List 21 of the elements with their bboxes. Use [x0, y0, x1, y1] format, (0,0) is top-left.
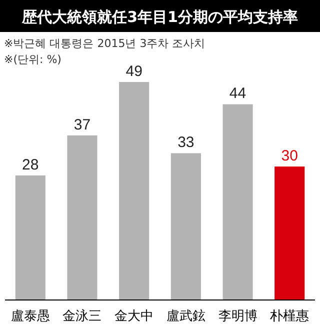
x-tick-label: 盧武鉉	[166, 309, 206, 324]
x-tick-label: 金泳三	[62, 308, 102, 324]
text: ※(단위: %)	[4, 53, 62, 66]
x-tick-label: 李明博	[218, 309, 258, 324]
data-label: 49	[126, 63, 142, 80]
data-label: 37	[74, 116, 91, 134]
bar	[15, 175, 46, 300]
bar	[222, 104, 253, 300]
data-label: 33	[178, 134, 194, 152]
bar	[170, 153, 201, 300]
x-tick-label: 金大中	[114, 309, 154, 324]
chart-title: 歴代大統領就任3年目1分期の平均支持率	[21, 8, 298, 26]
data-label: 28	[22, 156, 39, 174]
text: ※박근혜 대통령은 2015년 3주차 조사치	[4, 37, 206, 50]
bar	[119, 82, 150, 300]
data-label: 44	[229, 85, 246, 102]
bar	[274, 166, 305, 300]
data-label: 30	[281, 148, 298, 165]
bar	[67, 135, 98, 300]
x-tick-label: 朴槿惠	[269, 309, 310, 324]
x-tick-label: 盧泰愚	[10, 309, 50, 324]
